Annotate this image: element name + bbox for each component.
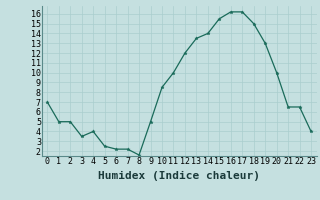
X-axis label: Humidex (Indice chaleur): Humidex (Indice chaleur) [98, 171, 260, 181]
